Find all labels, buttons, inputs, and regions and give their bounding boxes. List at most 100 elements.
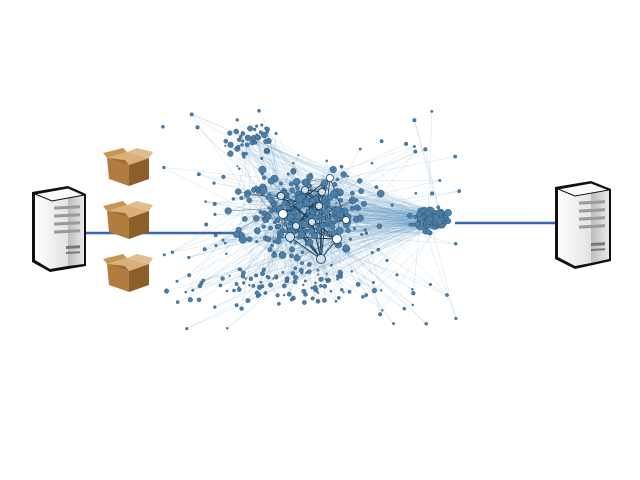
network-edge (291, 172, 294, 191)
network-node (324, 217, 333, 226)
network-node (453, 154, 458, 159)
network-edge (359, 180, 430, 210)
network-node (237, 286, 240, 289)
network-edge (414, 120, 442, 221)
network-edge (263, 136, 300, 205)
network-node (291, 170, 296, 175)
network-node (310, 296, 315, 301)
network-node (305, 208, 311, 214)
network-node (240, 274, 246, 279)
network-edge (230, 144, 259, 191)
network-edge (310, 174, 312, 217)
network-node (248, 276, 254, 281)
network-node (313, 207, 317, 211)
network-edge (214, 184, 335, 205)
network-node (371, 288, 377, 294)
network-node (355, 282, 361, 287)
network-hub-node (342, 216, 350, 224)
network-node (357, 178, 363, 184)
network-node (254, 273, 259, 278)
network-edge (279, 232, 292, 300)
network-node (395, 273, 399, 277)
network-node (321, 179, 329, 187)
network-node (281, 187, 286, 192)
network-node (436, 205, 441, 210)
network-node (350, 270, 353, 273)
network-node (334, 195, 338, 200)
network-node (277, 301, 281, 306)
network-node (358, 147, 362, 151)
network-node (337, 269, 343, 275)
network-node (444, 217, 448, 221)
network-node (423, 147, 428, 152)
network-node (325, 272, 328, 275)
network-edge (205, 201, 229, 212)
network-edge-dark (295, 225, 338, 240)
network-edge (269, 208, 281, 250)
network-node (239, 134, 243, 139)
network-edge (326, 187, 381, 194)
network-node (225, 252, 228, 256)
network-node (390, 203, 394, 207)
network-node (298, 231, 306, 239)
network-node (332, 220, 337, 225)
network-node (454, 316, 458, 321)
network-node (276, 223, 281, 229)
network-node (325, 159, 328, 163)
network-node (233, 230, 240, 238)
network-node (234, 282, 239, 287)
network-edge (371, 163, 426, 223)
network-node (289, 202, 294, 207)
network-node (234, 303, 239, 308)
network-node (225, 289, 229, 293)
network-node (254, 185, 259, 190)
network-node (338, 274, 343, 279)
network-edge-dark (289, 236, 322, 260)
network-node (260, 156, 264, 160)
network-edge (284, 210, 421, 232)
network-node (281, 270, 285, 274)
network-node (253, 140, 258, 145)
network-node (238, 267, 243, 272)
network-edge (276, 216, 425, 278)
network-edge (238, 192, 249, 230)
network-node (289, 253, 294, 259)
network-node (322, 208, 331, 216)
network-node (227, 130, 233, 136)
network-node (244, 277, 247, 280)
network-node (293, 241, 297, 245)
network-edge (241, 144, 248, 236)
network-edge (317, 232, 331, 302)
network-node (292, 161, 295, 165)
network-node (291, 209, 297, 215)
network-node (318, 276, 324, 282)
network-node (404, 141, 409, 146)
network-edge (236, 131, 299, 193)
network-node (246, 236, 253, 243)
network-edge (361, 193, 416, 235)
network-node (325, 280, 329, 283)
network-node (309, 172, 313, 176)
network-node (345, 227, 351, 234)
network-node (326, 200, 331, 205)
network-node (278, 231, 284, 238)
network-node (303, 279, 307, 283)
network-node (164, 288, 170, 294)
network-node (239, 196, 244, 200)
network-node (263, 139, 268, 144)
network-edge (307, 210, 427, 324)
network-node (162, 253, 166, 257)
network-edge (363, 203, 448, 296)
network-node (302, 283, 305, 287)
network-edge (356, 207, 381, 315)
network-edge (241, 190, 264, 309)
network-node (274, 274, 278, 278)
network-node (303, 292, 308, 297)
network-node (267, 247, 273, 253)
network-edge (172, 189, 284, 253)
network-edge (265, 217, 425, 294)
network-node (433, 221, 439, 226)
network-node (289, 297, 294, 302)
network-edge (236, 131, 425, 217)
network-edge (322, 202, 383, 311)
